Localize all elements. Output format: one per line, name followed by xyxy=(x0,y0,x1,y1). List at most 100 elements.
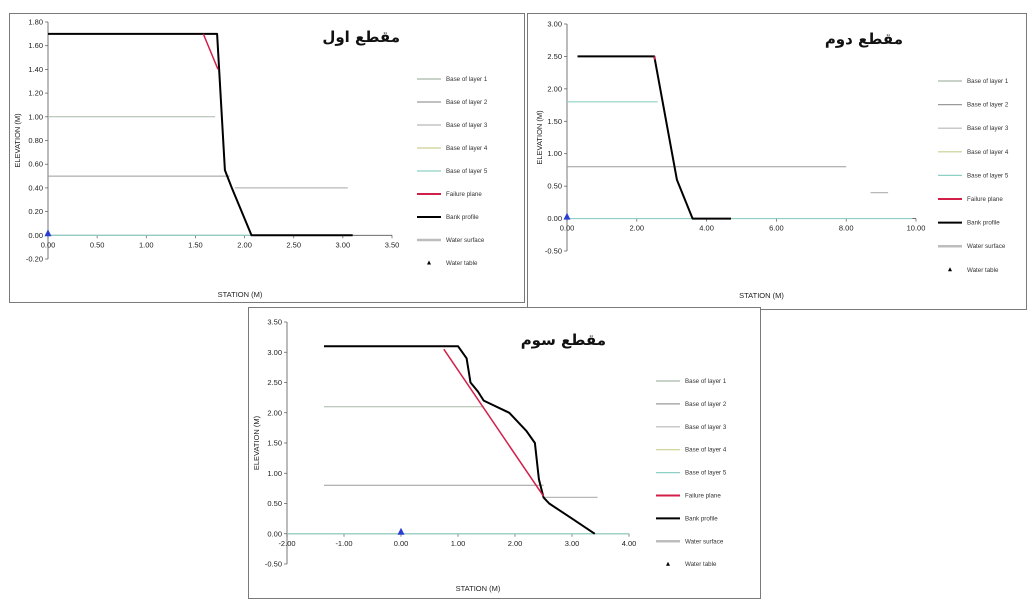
y-tick-label: 0.00 xyxy=(547,214,562,223)
legend-swatch-water-table xyxy=(948,267,952,272)
x-tick-label: 2.00 xyxy=(237,240,252,249)
chart-title: مقطع سوم xyxy=(521,331,606,349)
y-tick-label: 2.00 xyxy=(547,84,562,93)
legend-label: Base of layer 4 xyxy=(446,145,488,152)
legend-label: Water surface xyxy=(446,237,485,244)
legend-label: Base of layer 2 xyxy=(446,99,488,106)
water-table-marker xyxy=(397,527,405,535)
legend-label: Failure plane xyxy=(446,191,482,198)
y-tick-label: 2.00 xyxy=(267,408,282,417)
water-table-marker xyxy=(44,229,52,237)
legend-label: Failure plane xyxy=(685,493,721,500)
y-tick-label: -0.50 xyxy=(545,247,562,256)
legend-label: Base of layer 2 xyxy=(685,401,727,408)
legend-label: Water surface xyxy=(685,538,724,545)
y-axis-title: ELEVATION (M) xyxy=(252,415,261,470)
x-tick-label: 4.00 xyxy=(699,224,714,233)
legend-label: Water table xyxy=(685,561,717,568)
y-tick-label: 2.50 xyxy=(547,52,562,61)
y-tick-label: 0.00 xyxy=(28,231,43,240)
y-tick-label: 0.50 xyxy=(267,499,282,508)
legend-label: Base of layer 1 xyxy=(446,76,488,83)
legend-label: Base of layer 3 xyxy=(446,122,488,129)
x-tick-label: 2.00 xyxy=(508,539,523,548)
y-tick-label: 1.50 xyxy=(267,439,282,448)
y-tick-label: 3.50 xyxy=(267,318,282,327)
y-tick-label: 2.50 xyxy=(267,378,282,387)
legend-label: Base of layer 4 xyxy=(685,447,727,454)
chart-panel-3: -0.50 0.00 0.50 1.00 1.50 2.00 2.50 3.00 3.50 -2.… xyxy=(248,307,761,599)
y-tick-label: 1.40 xyxy=(28,65,43,74)
x-tick-label: 1.50 xyxy=(188,240,203,249)
y-tick-label: 1.80 xyxy=(28,18,43,27)
legend-label: Water surface xyxy=(967,243,1006,250)
y-tick-label: 0.00 xyxy=(267,529,282,538)
legend-label: Bank profile xyxy=(446,214,479,221)
y-tick-label: 0.40 xyxy=(28,183,43,192)
x-tick-label: 8.00 xyxy=(839,224,854,233)
legend-label: Base of layer 5 xyxy=(446,168,488,175)
x-tick-label: 3.00 xyxy=(336,240,351,249)
y-axis-title: ELEVATION (M) xyxy=(13,113,22,168)
series-failure xyxy=(443,348,545,497)
legend-label: Base of layer 1 xyxy=(685,378,727,385)
legend-label: Base of layer 2 xyxy=(967,102,1009,109)
legend-label: Base of layer 3 xyxy=(685,424,727,431)
chart-title: مقطع اول xyxy=(322,28,400,46)
x-tick-label: 1.00 xyxy=(451,539,466,548)
y-tick-label: 1.00 xyxy=(267,469,282,478)
x-tick-label: 0.50 xyxy=(90,240,105,249)
y-tick-label: 3.00 xyxy=(267,348,282,357)
legend-label: Failure plane xyxy=(967,196,1003,203)
y-tick-label: -0.50 xyxy=(265,560,282,569)
legend-label: Base of layer 5 xyxy=(685,470,727,477)
x-tick-label: 3.00 xyxy=(565,539,580,548)
chart-2-svg: -0.50 0.00 0.50 1.00 1.50 2.00 2.50 3.00 0.00 2.0… xyxy=(535,20,1009,301)
x-tick-label: 6.00 xyxy=(769,224,784,233)
chart-panel-1: -0.20 0.00 0.20 0.40 0.60 0.80 1.00 1.20 1.40 1.6… xyxy=(9,13,525,303)
y-tick-label: -0.20 xyxy=(26,255,43,264)
y-axis-title: ELEVATION (M) xyxy=(535,110,544,165)
y-tick-label: 1.00 xyxy=(547,149,562,158)
y-tick-label: 3.00 xyxy=(547,20,562,29)
chart-panel-2: -0.50 0.00 0.50 1.00 1.50 2.00 2.50 3.00 0.00 2.0… xyxy=(527,13,1027,310)
water-table-marker xyxy=(563,212,571,220)
x-tick-label: 10.00 xyxy=(907,224,926,233)
y-tick-label: 0.60 xyxy=(28,160,43,169)
y-tick-label: 1.60 xyxy=(28,41,43,50)
x-tick-label: -2.00 xyxy=(278,539,295,548)
y-tick-label: 0.20 xyxy=(28,207,43,216)
series-failure xyxy=(202,33,219,70)
x-axis-title: STATION (M) xyxy=(739,291,784,300)
y-tick-label: 1.20 xyxy=(28,89,43,98)
y-tick-label: 0.80 xyxy=(28,136,43,145)
x-tick-label: 4.00 xyxy=(622,539,637,548)
x-tick-label: 0.00 xyxy=(41,240,56,249)
legend-label: Base of layer 5 xyxy=(967,172,1009,179)
series-bank xyxy=(577,55,731,220)
chart-3-svg: -0.50 0.00 0.50 1.00 1.50 2.00 2.50 3.00 3.50 -2.… xyxy=(252,318,727,594)
legend-swatch-water-table xyxy=(666,561,670,566)
legend-label: Base of layer 1 xyxy=(967,78,1009,85)
series-bank xyxy=(48,32,353,237)
legend-label: Bank profile xyxy=(685,515,718,522)
y-tick-label: 1.50 xyxy=(547,117,562,126)
legend-label: Water table xyxy=(967,267,999,274)
x-tick-label: 0.00 xyxy=(560,224,575,233)
x-tick-label: -1.00 xyxy=(335,539,352,548)
series-bank xyxy=(324,345,596,535)
x-tick-label: 3.50 xyxy=(385,240,400,249)
y-tick-label: 1.00 xyxy=(28,112,43,121)
x-axis-title: STATION (M) xyxy=(218,290,263,299)
legend-swatch-water-table xyxy=(427,260,431,265)
chart-1-svg: -0.20 0.00 0.20 0.40 0.60 0.80 1.00 1.20 1.40 1.6… xyxy=(13,18,488,300)
y-tick-label: 0.50 xyxy=(547,182,562,191)
legend-label: Base of layer 3 xyxy=(967,125,1009,132)
series-failure xyxy=(653,56,656,60)
x-tick-label: 1.00 xyxy=(139,240,154,249)
legend-label: Base of layer 4 xyxy=(967,149,1009,156)
x-tick-label: 2.00 xyxy=(629,224,644,233)
chart-title: مقطع دوم xyxy=(825,30,903,48)
x-tick-label: 0.00 xyxy=(394,539,409,548)
x-tick-label: 2.50 xyxy=(286,240,301,249)
